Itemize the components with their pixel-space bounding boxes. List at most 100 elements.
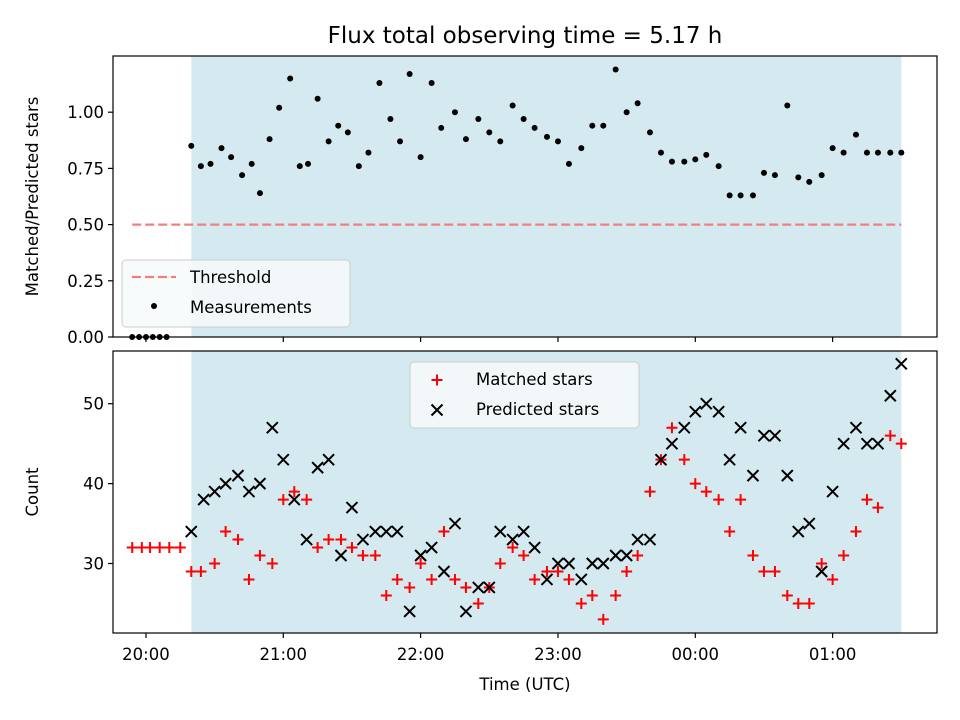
measurement-point <box>207 160 214 167</box>
y-tick-label: 0.00 <box>67 328 104 347</box>
legend-measurements-label: Measurements <box>190 298 312 317</box>
measurement-point <box>715 163 722 170</box>
predicted-star-point <box>208 485 221 498</box>
predicted-star-point <box>391 525 404 538</box>
matched-star-point <box>174 542 186 554</box>
predicted-star-point <box>311 461 324 474</box>
legend-predicted-label: Predicted stars <box>476 400 599 419</box>
matched-star-point <box>758 565 770 577</box>
measurement-point <box>840 149 847 156</box>
matched-star-point <box>507 542 519 554</box>
predicted-star-point <box>884 389 897 402</box>
predicted-star-point <box>288 493 301 506</box>
measurement-point <box>248 160 255 167</box>
predicted-star-point <box>837 437 850 450</box>
predicted-star-point <box>517 525 530 538</box>
matched-star-point <box>563 573 575 585</box>
matched-star-point <box>541 565 553 577</box>
predicted-star-point <box>506 533 519 546</box>
predicted-star-point <box>768 429 782 442</box>
matched-star-point <box>895 438 907 450</box>
matched-star-point <box>415 557 427 569</box>
matched-star-point <box>610 589 622 601</box>
matched-star-point <box>266 557 278 569</box>
legend-predicted-swatch <box>430 403 444 417</box>
legend-matched-swatch <box>431 374 443 386</box>
y-axis-label: Count <box>23 467 42 517</box>
predicted-star-point <box>609 549 622 562</box>
predicted-star-point <box>356 533 370 546</box>
measurement-point <box>887 149 894 156</box>
x-tick-label: 22:00 <box>397 645 445 664</box>
measurement-point <box>406 70 413 77</box>
y-axis-label: Matched/Predicted stars <box>23 97 42 297</box>
predicted-star-point <box>781 469 794 482</box>
matched-star-point <box>575 597 587 609</box>
y-tick-label: 30 <box>83 554 104 573</box>
measurement-point <box>692 156 699 163</box>
measurement-point <box>344 129 351 136</box>
measurement-point <box>646 129 653 136</box>
matched-star-point <box>254 550 266 562</box>
predicted-star-point <box>723 453 736 466</box>
matched-star-point <box>460 581 472 593</box>
matched-star-point <box>243 573 255 585</box>
measurement-point <box>197 163 204 170</box>
y-tick-label: 0.25 <box>67 272 104 291</box>
measurement-point <box>438 124 445 131</box>
measurement-point <box>296 163 303 170</box>
predicted-star-point <box>185 525 198 538</box>
matched-star-point <box>678 454 690 466</box>
predicted-star-point <box>586 557 599 570</box>
predicted-star-point <box>242 485 256 498</box>
predicted-star-point <box>403 605 416 618</box>
series-predicted-stars <box>185 357 908 618</box>
matched-star-point <box>838 550 850 562</box>
measurement-point <box>681 158 688 165</box>
matched-star-point <box>586 589 598 601</box>
matched-star-point <box>872 502 884 514</box>
legend-box <box>409 361 640 429</box>
legend-matched-label: Matched stars <box>476 370 593 389</box>
measurement-point <box>451 109 458 116</box>
matched-star-point <box>827 573 839 585</box>
predicted-star-point <box>678 421 691 434</box>
legend-top: Threshold Measurements <box>121 259 351 328</box>
measurement-point <box>486 129 493 136</box>
measurement-point <box>325 138 332 145</box>
measurement-point <box>795 174 802 181</box>
matched-star-point <box>312 542 324 554</box>
measurement-point <box>462 136 469 143</box>
predicted-star-point <box>575 573 588 586</box>
y-tick-label: 0.75 <box>67 159 104 178</box>
matched-star-point <box>689 478 701 490</box>
measurement-point <box>874 149 881 156</box>
predicted-star-point <box>219 477 232 490</box>
matched-star-point <box>301 494 313 506</box>
measurement-point <box>335 122 342 129</box>
predicted-star-point <box>448 517 462 530</box>
legend-box <box>121 259 351 328</box>
matched-star-point <box>816 557 828 569</box>
y-tick-label: 50 <box>83 395 104 414</box>
measurement-point <box>218 145 225 152</box>
matched-star-point <box>518 550 530 562</box>
legend-bottom: Matched stars Predicted stars <box>409 361 640 429</box>
measurement-point <box>276 104 283 111</box>
predicted-star-point <box>380 525 393 538</box>
axes-frame <box>112 350 938 634</box>
measurement-point <box>726 192 733 199</box>
matched-star-point <box>209 557 221 569</box>
measurement-point <box>531 124 538 131</box>
y-tick-label: 1.00 <box>67 103 104 122</box>
predicted-star-point <box>665 437 679 450</box>
x-tick-label: 20:00 <box>122 645 170 664</box>
measurement-point <box>806 178 813 185</box>
measurement-point <box>188 142 195 149</box>
predicted-star-point <box>597 557 610 570</box>
predicted-star-point <box>277 453 290 466</box>
measurement-point <box>305 160 312 167</box>
measurement-point <box>612 66 619 73</box>
measurement-point <box>228 154 235 161</box>
measurement-point <box>818 172 825 179</box>
